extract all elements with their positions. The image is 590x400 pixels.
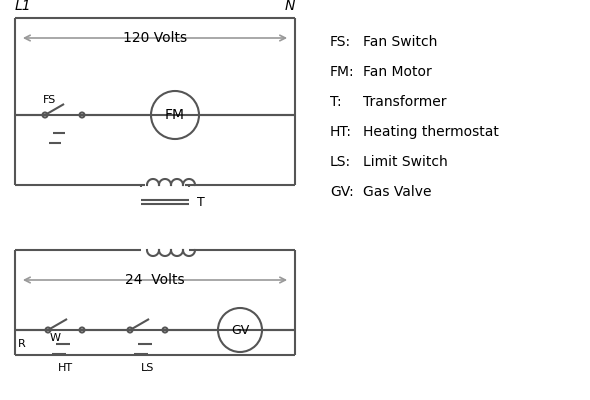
Text: GV:: GV:	[330, 185, 354, 199]
Text: HT: HT	[57, 363, 73, 373]
Text: FS:: FS:	[330, 35, 351, 49]
Text: T: T	[197, 196, 205, 208]
Text: FS: FS	[42, 95, 55, 105]
Text: HT:: HT:	[330, 125, 352, 139]
Text: Transformer: Transformer	[363, 95, 447, 109]
Text: FM: FM	[165, 108, 185, 122]
Text: R: R	[18, 339, 26, 349]
Text: LS: LS	[141, 363, 154, 373]
Text: FM:: FM:	[330, 65, 355, 79]
Text: LS:: LS:	[330, 155, 351, 169]
Text: L1: L1	[15, 0, 32, 13]
Text: 120 Volts: 120 Volts	[123, 31, 187, 45]
Text: Gas Valve: Gas Valve	[363, 185, 431, 199]
Text: Fan Switch: Fan Switch	[363, 35, 437, 49]
Text: Limit Switch: Limit Switch	[363, 155, 448, 169]
Text: Heating thermostat: Heating thermostat	[363, 125, 499, 139]
Text: N: N	[284, 0, 295, 13]
Text: Fan Motor: Fan Motor	[363, 65, 432, 79]
Text: T:: T:	[330, 95, 342, 109]
Text: W: W	[50, 333, 61, 343]
Text: GV: GV	[231, 324, 249, 336]
Text: 24  Volts: 24 Volts	[125, 273, 185, 287]
